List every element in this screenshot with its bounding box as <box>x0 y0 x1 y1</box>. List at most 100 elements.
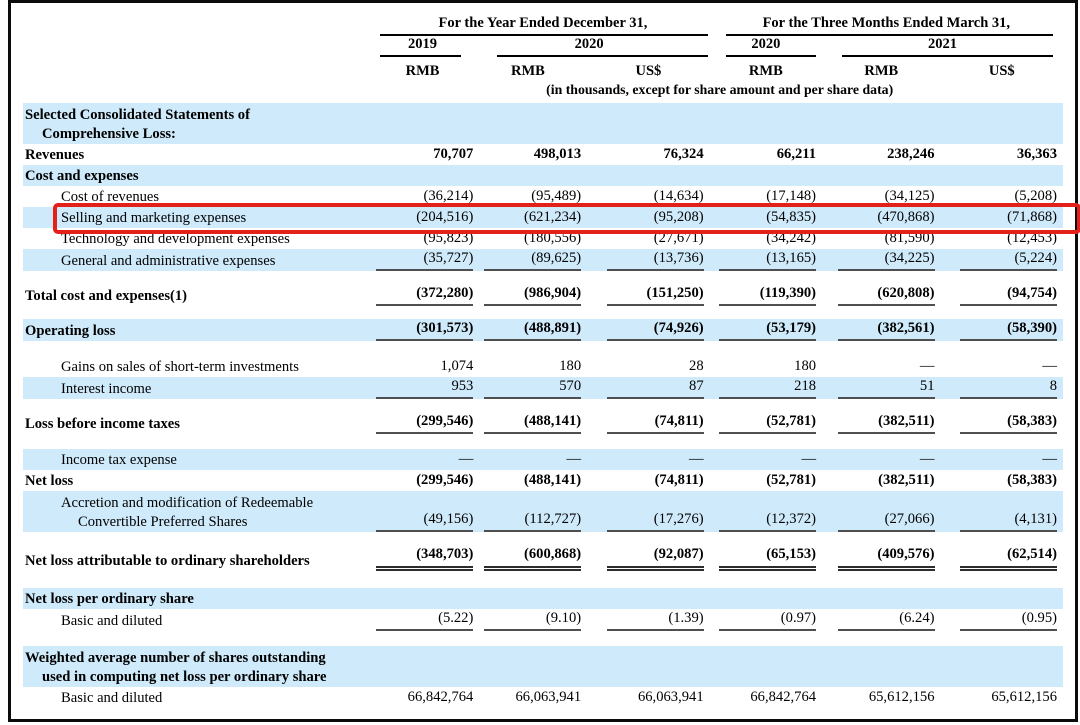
cell-value: (12,372) <box>710 491 822 532</box>
row-label: Selected Consolidated Statements of Compr… <box>25 107 250 142</box>
cell-value: (65,153) <box>710 545 822 571</box>
cell-value: (58,383) <box>1007 472 1057 488</box>
cell-value: (17,148) <box>766 188 817 204</box>
table-row: General and administrative expenses (35,7… <box>23 249 1063 271</box>
cell-value: (488,141) <box>469 412 587 434</box>
cell-value: (620,808) <box>822 284 940 306</box>
table-row: Gains on sales of short-term investments… <box>23 356 1063 377</box>
row-label: Total cost and expenses(1) <box>25 288 188 304</box>
table-row: Weighted average number of shares outsta… <box>23 646 1063 687</box>
period-group-label: For the Year Ended December 31, <box>438 15 648 31</box>
cell-value: (180,556) <box>523 230 582 246</box>
cell-value: — <box>458 451 474 467</box>
table-row: Loss before income taxes (299,546) (488,14… <box>23 412 1063 434</box>
cell-value <box>469 165 587 186</box>
currency-header: RMB <box>510 62 545 79</box>
cell-value: (94,754) <box>941 284 1064 306</box>
table-row: Selling and marketing expenses (204,516) (… <box>23 207 1063 228</box>
row-label: Gains on sales of short-term investments <box>61 359 299 375</box>
cell-value: (58,390) <box>941 319 1064 341</box>
cell-value: 66,063,941 <box>515 689 582 705</box>
cell-value: (27,671) <box>653 230 704 246</box>
header-rule <box>496 55 708 57</box>
cell-value: (52,781) <box>766 472 817 488</box>
cell-value <box>710 103 822 144</box>
table-row: Revenues 70,707 498,013 76,324 66,211 238,246… <box>23 144 1063 165</box>
cell-value: (81,590) <box>884 230 935 246</box>
cell-value: — <box>689 451 704 467</box>
row-label: Interest income <box>61 381 152 397</box>
cell-value <box>822 588 940 609</box>
cell-value: (36,214) <box>423 188 474 204</box>
cell-value <box>710 588 822 609</box>
units-note-row: (in thousands, except for share amount a… <box>23 81 1063 103</box>
cell-value: (5,224) <box>941 249 1064 271</box>
cell-value: (299,546) <box>376 412 474 434</box>
table-row: Basic and diluted (5.22) (9.10) (1.39) (0.97… <box>23 609 1063 631</box>
cell-value <box>941 646 1064 687</box>
currency-header: RMB <box>748 62 783 79</box>
cell-value: 570 <box>469 377 587 399</box>
row-label: Technology and development expenses <box>61 231 290 247</box>
row-label: Loss before income taxes <box>25 416 180 432</box>
row-label: Income tax expense <box>61 452 177 468</box>
cell-value: 70,707 <box>433 146 474 162</box>
cell-value: — <box>1042 451 1057 467</box>
cell-value: (95,489) <box>531 188 582 204</box>
row-label: General and administrative expenses <box>61 253 276 269</box>
cell-value: (95,208) <box>653 209 704 225</box>
table-body: Selected Consolidated Statements of Compr… <box>23 103 1063 708</box>
row-label: Cost and expenses <box>25 168 139 184</box>
cell-value: (74,811) <box>587 412 709 434</box>
cell-value: (0.97) <box>710 609 822 631</box>
table-row: Net loss (299,546) (488,141) (74,811) (52,78… <box>23 470 1063 491</box>
table-header: For the Year Ended December 31, For the … <box>23 15 1063 103</box>
cell-value: (204,516) <box>416 209 474 225</box>
cell-value: (348,703) <box>376 545 474 571</box>
cell-value: 51 <box>822 377 940 399</box>
cell-value: (986,904) <box>469 284 587 306</box>
cell-value <box>587 588 709 609</box>
cell-value <box>376 103 468 144</box>
cell-value: (54,835) <box>766 209 817 225</box>
cell-value <box>587 103 709 144</box>
cell-value: 218 <box>710 377 822 399</box>
cell-value: (119,390) <box>710 284 822 306</box>
cell-value: — <box>566 451 582 467</box>
currency-header: US$ <box>635 62 662 79</box>
spacer-row <box>23 271 1063 284</box>
table-row: Technology and development expenses (95,8… <box>23 228 1063 249</box>
year-column-2020-quarter: 2020 <box>710 36 822 57</box>
currency-header: RMB <box>405 62 440 79</box>
cell-value: 87 <box>587 377 709 399</box>
period-group-row: For the Year Ended December 31, For the … <box>23 15 1063 36</box>
cell-value: (58,383) <box>941 412 1064 434</box>
row-label: Weighted average number of shares outsta… <box>25 650 327 685</box>
currency-header: US$ <box>988 62 1015 79</box>
cell-value: (1.39) <box>587 609 709 631</box>
row-label: Net loss attributable to ordinary shareh… <box>25 553 310 569</box>
cell-value: (151,250) <box>587 284 709 306</box>
cell-value: (35,727) <box>376 249 474 271</box>
currency-row: RMB RMB US$ RMB RMB US$ <box>23 57 1063 81</box>
cell-value: 65,612,156 <box>991 689 1057 705</box>
spacer-row <box>23 532 1063 545</box>
cell-value: (53,179) <box>710 319 822 341</box>
row-label: Basic and diluted <box>61 613 163 629</box>
cell-value <box>587 646 709 687</box>
cell-value: (49,156) <box>376 491 474 532</box>
cell-value: (0.95) <box>941 609 1064 631</box>
cell-value: 36,363 <box>1016 146 1057 162</box>
financial-statement-table: For the Year Ended December 31, For the … <box>23 15 1063 708</box>
cell-value: 238,246 <box>887 146 935 162</box>
cell-value: (112,727) <box>469 491 587 532</box>
cell-value: — <box>919 451 935 467</box>
header-rule <box>380 34 708 36</box>
year-column-2020-annual: 2020 <box>469 36 710 57</box>
table-row: Net loss per ordinary share <box>23 588 1063 609</box>
cell-value <box>376 588 468 609</box>
cell-value <box>822 103 940 144</box>
table-row: Basic and diluted 66,842,764 66,063,941 66,… <box>23 687 1063 708</box>
cell-value: (4,131) <box>941 491 1064 532</box>
cell-value <box>710 646 822 687</box>
